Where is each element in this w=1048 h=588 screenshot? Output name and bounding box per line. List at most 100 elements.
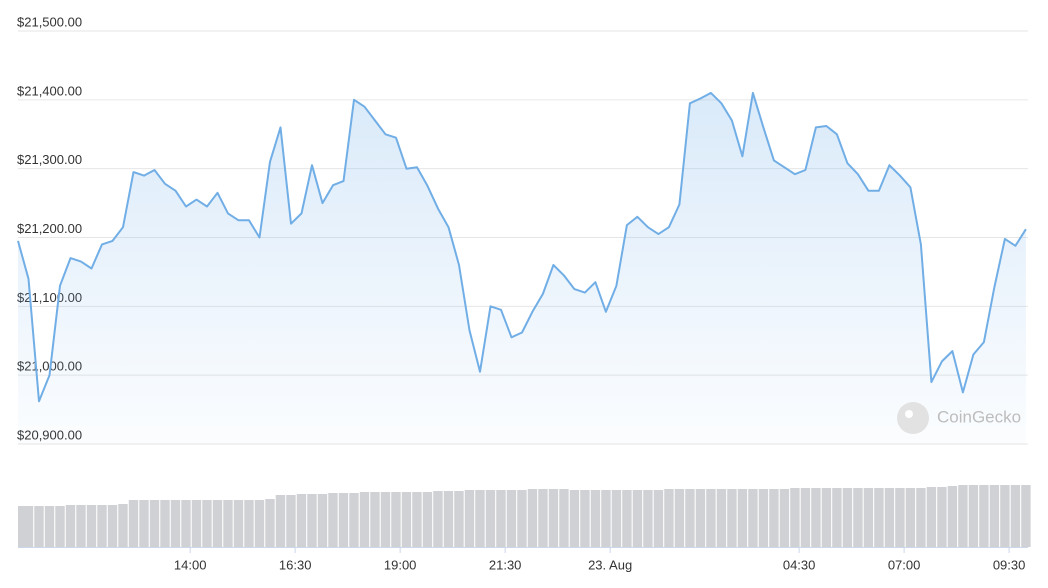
volume-bar	[202, 500, 212, 547]
volume-bar	[359, 492, 370, 547]
volume-bar	[485, 490, 496, 547]
x-tick-label: 07:00	[888, 557, 921, 572]
volume-bar	[863, 488, 874, 547]
volume-bar	[18, 506, 28, 547]
volume-bar	[674, 489, 685, 547]
volume-bar	[895, 488, 905, 547]
volume-bar	[926, 487, 937, 547]
volume-bar	[800, 488, 811, 547]
volume-bar	[842, 488, 853, 547]
volume-bar	[748, 489, 758, 547]
volume-bar	[590, 490, 601, 547]
volume-bar	[443, 491, 454, 547]
volume-bar	[569, 490, 580, 547]
volume-bar	[527, 489, 538, 547]
volume-bar	[496, 490, 506, 547]
volume-bar	[76, 505, 86, 547]
volume-bar	[905, 488, 916, 547]
volume-bar	[811, 488, 821, 547]
volume-bar	[1000, 485, 1010, 547]
volume-bar	[181, 500, 191, 547]
volume-bar	[611, 490, 622, 547]
y-tick-label: $21,500.00	[17, 14, 82, 29]
price-line	[17, 91, 1027, 403]
volume-bar	[538, 489, 548, 547]
volume-bar	[1021, 485, 1031, 547]
volume-bar	[412, 492, 422, 547]
volume-bar	[695, 489, 706, 547]
volume-bar	[716, 489, 727, 547]
volume-bar	[989, 485, 1000, 547]
volume-bar	[559, 489, 569, 547]
x-tick-label: 09:30	[993, 557, 1026, 572]
volume-bar	[55, 506, 65, 547]
volume-bar	[401, 492, 412, 547]
x-tick-label: 04:30	[783, 557, 816, 572]
volume-bar	[454, 491, 464, 547]
volume-bar	[391, 492, 401, 547]
volume-bar	[86, 505, 97, 547]
volume-bar	[23, 506, 34, 547]
volume-bar	[968, 485, 979, 547]
volume-bar	[286, 495, 296, 547]
volume-bar	[790, 488, 800, 547]
volume-bar	[370, 492, 380, 547]
volume-bar	[149, 500, 160, 547]
volume-bar	[275, 495, 286, 547]
volume-bar	[643, 490, 653, 547]
volume-bar	[422, 492, 433, 547]
volume-bar	[758, 489, 769, 547]
volume-bar	[317, 494, 328, 547]
volume-bar	[244, 500, 254, 547]
volume-bar	[937, 487, 947, 547]
volume-bar	[338, 493, 349, 547]
volume-bar	[1010, 485, 1021, 547]
volume-bar	[475, 490, 485, 547]
volume-bar	[947, 486, 958, 547]
volume-bar	[160, 500, 170, 547]
volume-bar	[580, 490, 590, 547]
x-tick-label: 14:00	[174, 557, 207, 572]
volume-bar	[685, 489, 695, 547]
y-tick-label: $21,300.00	[17, 152, 82, 167]
volume-bar	[380, 492, 391, 547]
volume-bar	[328, 493, 338, 547]
volume-bar	[170, 500, 181, 547]
x-tick-label: 21:30	[489, 557, 522, 572]
volume-bar	[769, 489, 779, 547]
volume-bar	[128, 500, 139, 547]
volume-bar	[653, 490, 664, 547]
volume-bar	[632, 490, 643, 547]
volume-bar	[223, 500, 233, 547]
x-tick-label: 19:00	[384, 557, 417, 572]
watermark-logo-eye	[905, 410, 913, 418]
volume-bar	[727, 489, 737, 547]
volume-bar	[853, 488, 863, 547]
volume-bar	[139, 500, 149, 547]
volume-bar	[118, 504, 128, 547]
volume-bar	[34, 506, 44, 547]
volume-bar	[265, 499, 275, 547]
volume-bar	[622, 490, 632, 547]
volume-bar	[517, 490, 527, 547]
volume-bar	[349, 493, 359, 547]
volume-bar	[44, 506, 55, 547]
volume-bar	[433, 491, 443, 547]
volume-bar	[874, 488, 884, 547]
watermark: CoinGecko	[897, 402, 1021, 434]
volume-bar	[706, 489, 716, 547]
volume-bar	[884, 488, 895, 547]
x-tick-label: 23. Aug	[588, 557, 632, 572]
y-tick-label: $21,400.00	[17, 83, 82, 98]
volume-bar	[821, 488, 832, 547]
y-tick-label: $21,200.00	[17, 221, 82, 236]
volume-bar	[307, 494, 317, 547]
volume-bar	[548, 489, 559, 547]
volume-bar	[65, 505, 76, 547]
watermark-logo	[897, 402, 929, 434]
volume-bar	[664, 489, 674, 547]
volume-bar	[979, 485, 989, 547]
volume-bar	[916, 488, 926, 547]
